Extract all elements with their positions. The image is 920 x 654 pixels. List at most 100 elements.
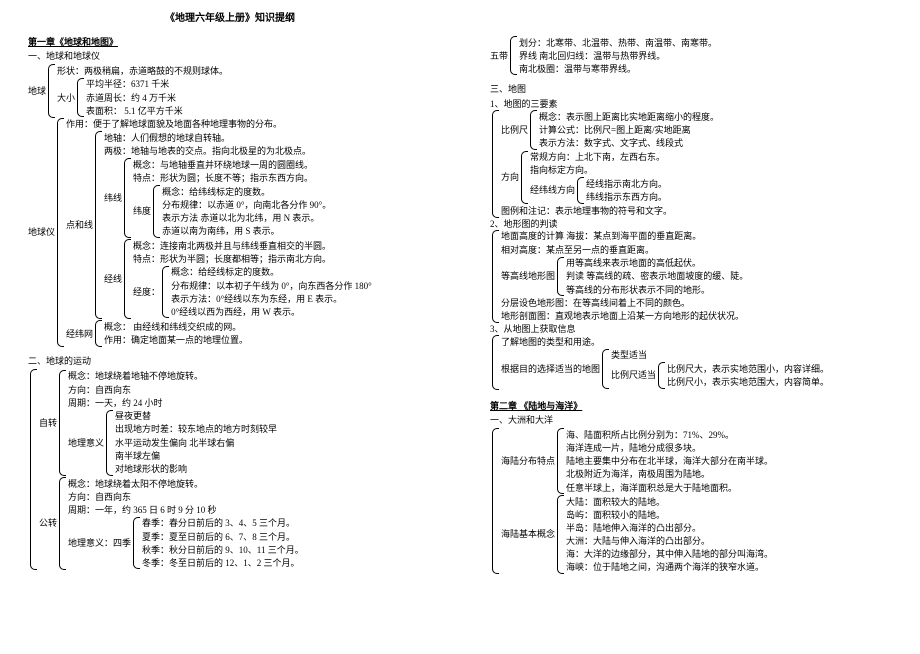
rot-m1: 昼夜更替 [115,410,277,423]
rev-period: 周期：一年，约 365 日 6 时 9 分 10 秒 [68,503,304,516]
longitude-lines-label: 经线 [104,239,124,319]
rotation-group: 自转 概念：地球绕着地轴不停地旋转。 方向：自西向东 周期：一天，约 24 小时… [39,369,304,476]
five-zones-label: 五带 [490,36,510,75]
section-1-title: 一、地球和地球仪 [28,50,458,62]
scale-label: 比例尺 [501,110,530,149]
m3b1: 类型适当 [611,349,829,362]
graticule-group: 经纬网 概念： 由经线和纬线交织成的网。 作用：确定地面某一点的地理位置。 [66,320,372,347]
rot-concept: 概念：地球绕着地轴不停地旋转。 [68,370,277,383]
section-3-title: 三、地图 [490,83,920,95]
dist-label: 海陆分布特点 [501,428,557,494]
latdeg-a: 概念：给纬线标定的度数。 [162,185,331,198]
concept-group: 海陆基本概念 大陆：面积较大的陆地。 岛屿：面积较小的陆地。 半岛：陆地伸入海洋… [501,495,773,575]
rot-dir: 方向：自西向东 [68,383,277,396]
lon-feature: 特点：形状为半圆；长度都相等；指示南北方向。 [133,252,372,265]
rev-m3: 秋季：秋分日前后的 9、10、11 三个月。 [142,543,304,556]
latitude-degree-label: 纬度 [133,185,153,238]
rot-period: 周期：一天，约 24 小时 [68,396,277,409]
londeg-a: 概念：给经线标定的度数。 [171,266,372,279]
dir-a: 常规方向：上北下南，左西右东。 [530,151,667,164]
earth-shape: 形状：两极稍扁，赤道略鼓的不规则球体。 [57,64,228,77]
size-equator: 赤道周长：约 4 万千米 [86,91,183,104]
sea-land-outer: 海陆分布特点 海、陆面积所占比例分别为：71%、29%。 海洋连成一片，陆地分成… [490,428,920,575]
con-a: 大陆：面积较大的陆地。 [566,495,773,508]
revolution-label: 公转 [39,477,59,570]
net-use: 作用：确定地面某一点的地理位置。 [104,334,248,347]
globe-group: 地球仪 作用：便于了解地球面貌及地面各种地理事物的分布。 点和线 地轴：人们假想… [28,118,458,347]
dist-a: 海、陆面积所占比例分别为：71%、29%。 [566,428,773,441]
map-elements-group: 比例尺 概念：表示图上距离比实地距离缩小的程度。 计算公式：比例尺=图上距离/实… [490,110,920,218]
rot-m5: 对地球形状的影响 [115,462,277,475]
chapter-2-title: 第二章 《陆地与海洋》 [490,400,920,412]
globe-use: 作用：便于了解地球面貌及地面各种地理事物的分布。 [66,118,372,131]
points-lines-label: 点和线 [66,131,95,319]
dist-c: 陆地主要集中分布在北半球，海洋大部分在南半球。 [566,455,773,468]
contour-c: 等高线的分布形状表示不同的地形。 [566,283,748,296]
alt-a: 地面高度的计算 海拔：某点到海平面的垂直距离。 [501,230,748,243]
con-d: 大洲：大陆与伸入海洋的凸出部分。 [566,535,773,548]
contour-label: 等高线地形图 [501,257,557,296]
rot-meaning-group: 地理意义 昼夜更替 出现地方时差：较东地点的地方时刻较早 水平运动发生偏向 北半… [68,409,277,476]
direction-label: 方向 [501,151,521,205]
con-f: 海峡：位于陆地之间，沟通两个海洋的狭窄水道。 [566,561,773,574]
scale-b: 计算公式：比例尺=图上距离/实地距离 [539,123,719,136]
latitude-degree-group: 纬度 概念：给纬线标定的度数。 分布规律：以赤道 0°，向南北各分作 90°。 … [133,185,331,239]
rev-m2: 夏季：夏至日前后的 6、7、8 三个月。 [142,530,304,543]
lon-concept: 概念：连接南北两极并且与纬线垂直相交的半圆。 [133,239,372,252]
contour-group: 等高线地形图 用等高线来表示地面的高低起伏。 判读 等高线的疏、密表示地面坡度的… [501,256,748,296]
londeg-b: 分布规律：以本初子午线为 0°，向东西各分作 180° [171,279,372,292]
rot-m3: 水平运动发生偏向 北半球右偏 [115,436,277,449]
legend: 图例和注记：表示地理事物的符号和文字。 [501,205,719,218]
latitude-lines-group: 纬线 概念：与地轴垂直并环绕地球一周的圆圈线。 特点：形状为圆；长度不等；指示东… [104,158,372,239]
section-c1-title: 一、大洲和大洋 [490,414,920,426]
poles: 两极：地轴与地表的交点。指向北极星的为北极点。 [104,145,372,158]
scale-a: 概念：表示图上距离比实地距离缩小的程度。 [539,110,719,123]
rev-meaning-label: 地理意义：四季 [68,517,133,570]
con-b: 岛屿：面积较小的陆地。 [566,508,773,521]
scale-group: 比例尺 概念：表示图上距离比实地距离缩小的程度。 计算公式：比例尺=图上距离/实… [501,110,719,150]
con-e: 海：大洋的边缘部分，其中伸入陆地的部分叫海湾。 [566,548,773,561]
m3b2-group: 比例尺适当 比例尺大，表示实地范围小，内容详细。 比例尺小，表示实地范围大，内容… [611,362,829,389]
five-c: 南北极圈：温带与寒带界线。 [519,62,717,75]
revolution-group: 公转 概念：地球绕着太阳不停地旋转。 方向：自西向东 周期：一年，约 365 日… [39,477,304,571]
contour-b: 判读 等高线的疏、密表示地面坡度的缓、陡。 [566,270,748,283]
m3b2-label: 比例尺适当 [611,362,658,388]
m3b-label: 根据目的选择适当的地图 [501,349,602,389]
rot-m2: 出现地方时差：较东地点的地方时刻较早 [115,423,277,436]
m3b-group: 根据目的选择适当的地图 类型适当 比例尺适当 比例尺大，表示实地范围小，内容详细… [501,348,829,389]
direction-group: 方向 常规方向：上北下南，左西右东。 指向标定方向。 经纬线方向 经线指示南北方… [501,150,719,205]
five-a: 划分：北寒带、北温带、热带、南温带、南寒带。 [519,36,717,49]
dist-group: 海陆分布特点 海、陆面积所占比例分别为：71%、29%。 海洋连成一片，陆地分成… [501,428,773,495]
rot-m4: 南半球左偏 [115,449,277,462]
layer-map: 分层设色地形图：在等高线间着上不同的颜色。 [501,297,748,310]
londeg-d: 0°经线以西为西经，用 W 表示。 [171,305,372,318]
dir-c-label: 经纬线方向 [530,177,577,203]
left-column: 第一章《地球和地图》 一、地球和地球仪 地球 形状：两极稍扁，赤道略鼓的不规则球… [28,36,458,570]
longitude-degree-group: 经度： 概念：给经线标定的度数。 分布规律：以本初子午线为 0°，向东西各分作 … [133,265,372,319]
m3-group: 了解地图的类型和用途。 根据目的选择适当的地图 类型适当 比例尺适当 比例尺大，… [490,335,920,390]
latdeg-c: 表示方法 赤道以北为北纬，用 N 表示。 [162,211,331,224]
points-lines-group: 点和线 地轴：人们假想的地球自转轴。 两极：地轴与地表的交点。指向北极星的为北极… [66,131,372,320]
rev-concept: 概念：地球绕着太阳不停地旋转。 [68,477,304,490]
latdeg-b: 分布规律：以赤道 0°，向南北各分作 90°。 [162,198,331,211]
lat-feature: 特点：形状为圆；长度不等；指示东西方向。 [133,171,331,184]
rev-m4: 冬季：冬至日前后的 12、1、2 三个月。 [142,556,304,569]
latitude-lines-label: 纬线 [104,158,124,238]
earth-label: 地球 [28,64,48,118]
globe-label: 地球仪 [28,118,57,347]
five-zones-group: 五带 划分：北寒带、北温带、热带、南温带、南寒带。 界线 南北回归线：温带与热带… [490,36,920,75]
dir-c1: 经线指示南北方向。 [586,177,667,190]
dir-c-group: 经纬线方向 经线指示南北方向。 纬线指示东西方向。 [530,177,667,204]
earth-group: 地球 形状：两极稍扁，赤道略鼓的不规则球体。 大小 平均半径：6371 千米 赤… [28,64,458,118]
five-b: 界线 南北回归线：温带与热带界线。 [519,49,717,62]
con-c: 半岛：陆地伸入海洋的凸出部分。 [566,521,773,534]
dist-d: 北极附近为海洋，南极周围为陆地。 [566,468,773,481]
net-concept: 概念： 由经线和纬线交织成的网。 [104,320,248,333]
m3b2a: 比例尺大，表示实地范围小，内容详细。 [667,362,829,375]
rev-meaning-group: 地理意义：四季 春季：春分日前后的 3、4、5 三个月。 夏季：夏至日前后的 6… [68,516,304,570]
profile-map: 地形剖面图：直观地表示地面上沿某一方向地形的起伏状况。 [501,310,748,323]
longitude-degree-label: 经度： [133,266,162,319]
m3-title: 3、从地图上获取信息 [490,323,920,335]
rot-meaning-label: 地理意义 [68,410,106,476]
right-column: 五带 划分：北寒带、北温带、热带、南温带、南寒带。 界线 南北回归线：温带与热带… [490,36,920,574]
